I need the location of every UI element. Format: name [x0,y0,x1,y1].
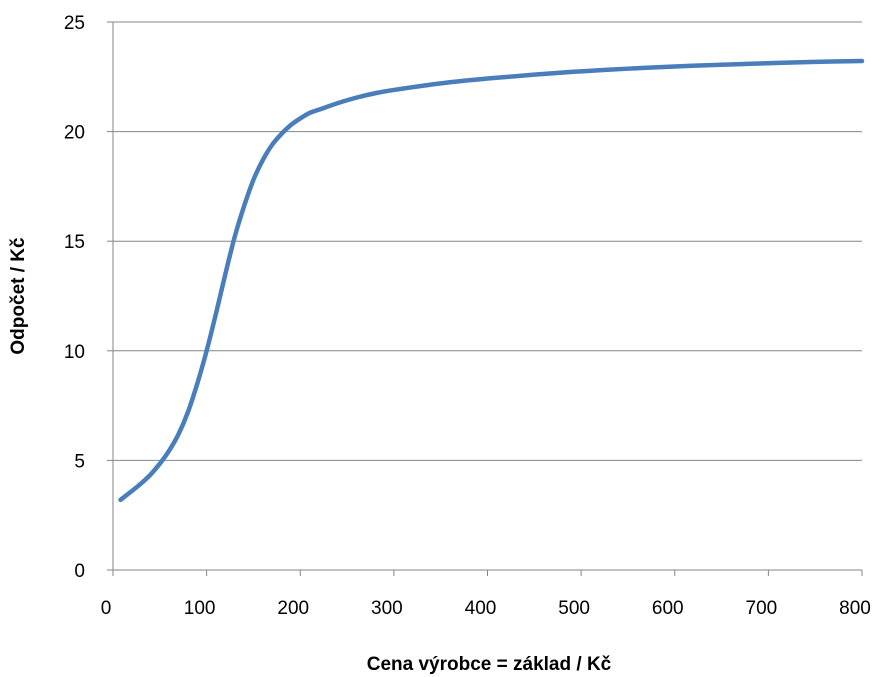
tick-labels: 0 5 10 15 20 25 0 100 200 300 400 500 600 700 800 [64,13,871,619]
x-tick-label: 300 [371,598,403,619]
y-tick-label: 10 [64,342,85,363]
axes [107,21,863,576]
x-tick-label: 100 [184,598,216,619]
x-tick-label: 700 [746,598,778,619]
y-tick-label: 0 [74,561,85,582]
gridlines [113,21,862,461]
x-tick-label: 200 [277,598,309,619]
series-line [118,58,865,503]
x-tick-label: 500 [558,598,590,619]
x-tick-label: 800 [839,598,871,619]
series-layer [118,58,865,503]
x-tick-label: 600 [652,598,684,619]
y-tick-label: 25 [64,13,85,34]
x-tick-label: 400 [465,598,497,619]
y-axis-title: Odpočet / Kč [8,237,29,355]
y-tick-label: 20 [64,123,85,144]
y-tick-label: 5 [74,451,85,472]
x-axis-title: Cena výrobce = základ / Kč [367,654,612,675]
y-tick-label: 15 [64,232,85,253]
x-tick-label: 0 [101,598,112,619]
